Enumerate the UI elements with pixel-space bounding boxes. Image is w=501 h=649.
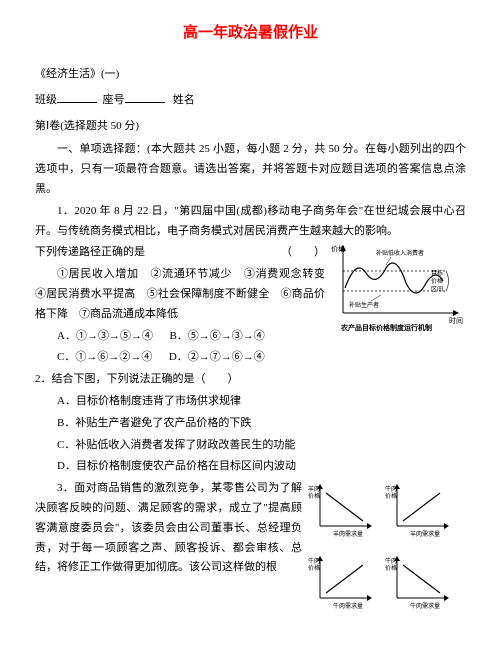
part1-heading: 第Ⅰ卷(选择题共 50 分) — [35, 117, 466, 137]
svg-text:农产品目标价格制度运行机制: 农产品目标价格制度运行机制 — [340, 323, 432, 332]
q2-optB: B．补贴生产者避免了农产品价格的下跌 — [35, 414, 466, 434]
svg-text:补贴低收入消费者: 补贴低收入消费者 — [376, 249, 424, 257]
q1-optC: C．①→⑥→②→④ — [57, 351, 152, 363]
svg-text:区间: 区间 — [431, 285, 443, 293]
svg-text:牛肉需求量: 牛肉需求量 — [333, 602, 363, 610]
svg-text:价格: 价格 — [385, 564, 397, 572]
svg-text:牛肉: 牛肉 — [385, 485, 397, 493]
svg-text:价格: 价格 — [385, 492, 397, 500]
svg-text:补贴生产者: 补贴生产者 — [349, 301, 379, 309]
svg-text:目标: 目标 — [431, 269, 443, 277]
q2-optD: D．目标价格制度使农产品价格在目标区间内波动 — [35, 457, 466, 477]
svg-text:羊肉: 羊肉 — [308, 485, 320, 493]
page-title: 高一年政治暑假作业 — [35, 20, 466, 47]
q1-stem-a: 1．2020 年 8 月 22 日，"第四届中国(成都)移动电子商务年会"在世纪… — [35, 202, 466, 242]
q1-stem-b-text: 下列传递路径正确的是 — [35, 246, 145, 258]
q1-optD: D．②→⑦→⑥→④ — [169, 351, 265, 363]
svg-text:时间: 时间 — [449, 316, 463, 325]
svg-text:价格: 价格 — [308, 492, 320, 500]
svg-text:价格: 价格 — [431, 277, 443, 285]
zuohao-blank — [125, 91, 165, 103]
svg-text:牛肉: 牛肉 — [308, 557, 320, 565]
class-info-line: 班级 座号 姓名 — [35, 91, 466, 111]
q2-optC: C．补贴低收入消费者发挥了财政改善民生的功能 — [35, 436, 466, 456]
banji-label: 班级 — [35, 94, 57, 106]
banji-blank — [57, 91, 97, 103]
mini-chart-3: 牛肉 价格 牛肉需求量 — [308, 553, 378, 613]
subtitle: 《经济生活》(一) — [35, 65, 466, 85]
mini-chart-1: 羊肉 价格 羊肉需求量 — [308, 481, 378, 541]
xingming-label: 姓名 — [173, 94, 195, 106]
svg-text:价格: 价格 — [331, 244, 345, 253]
svg-text:牛肉需求量: 牛肉需求量 — [410, 602, 440, 610]
mini-chart-2: 牛肉 价格 羊肉需求量 — [385, 481, 455, 541]
mini-chart-4: 牛肉 价格 牛肉需求量 — [385, 553, 455, 613]
q2-stem: 2．结合下图，下列说法正确的是（ ） — [35, 370, 466, 390]
svg-text:价格: 价格 — [308, 564, 320, 572]
chart1-svg: 价格 时间 补贴低收入消费者 目标 价格 区间 补贴生产者 农产品目标价格制度运… — [331, 243, 466, 333]
q2-optA: A．目标价格制度违背了市场供求规律 — [35, 392, 466, 412]
svg-text:牛肉: 牛肉 — [385, 557, 397, 565]
svg-text:羊肉需求量: 羊肉需求量 — [333, 530, 363, 538]
demand-charts: 羊肉 价格 羊肉需求量 牛肉 价格 羊肉需求量 牛肉 价格 牛肉需求量 牛肉 价… — [306, 479, 466, 623]
q1-paren: （ ） — [281, 243, 325, 263]
q1-optA: A．①→③→⑤→④ — [57, 330, 153, 342]
instructions: 一、单项选择题：(本大题共 25 小题，每小题 2 分，共 50 分。在每小题列… — [35, 140, 466, 199]
q1-optB: B．⑤→⑥→③→④ — [169, 330, 264, 342]
zuohao-label: 座号 — [103, 94, 125, 106]
price-mechanism-chart: 价格 时间 补贴低收入消费者 目标 价格 区间 补贴生产者 农产品目标价格制度运… — [331, 243, 466, 341]
svg-text:羊肉需求量: 羊肉需求量 — [410, 530, 440, 538]
q1-choices-row2: C．①→⑥→②→④ D．②→⑦→⑥→④ — [35, 348, 466, 368]
